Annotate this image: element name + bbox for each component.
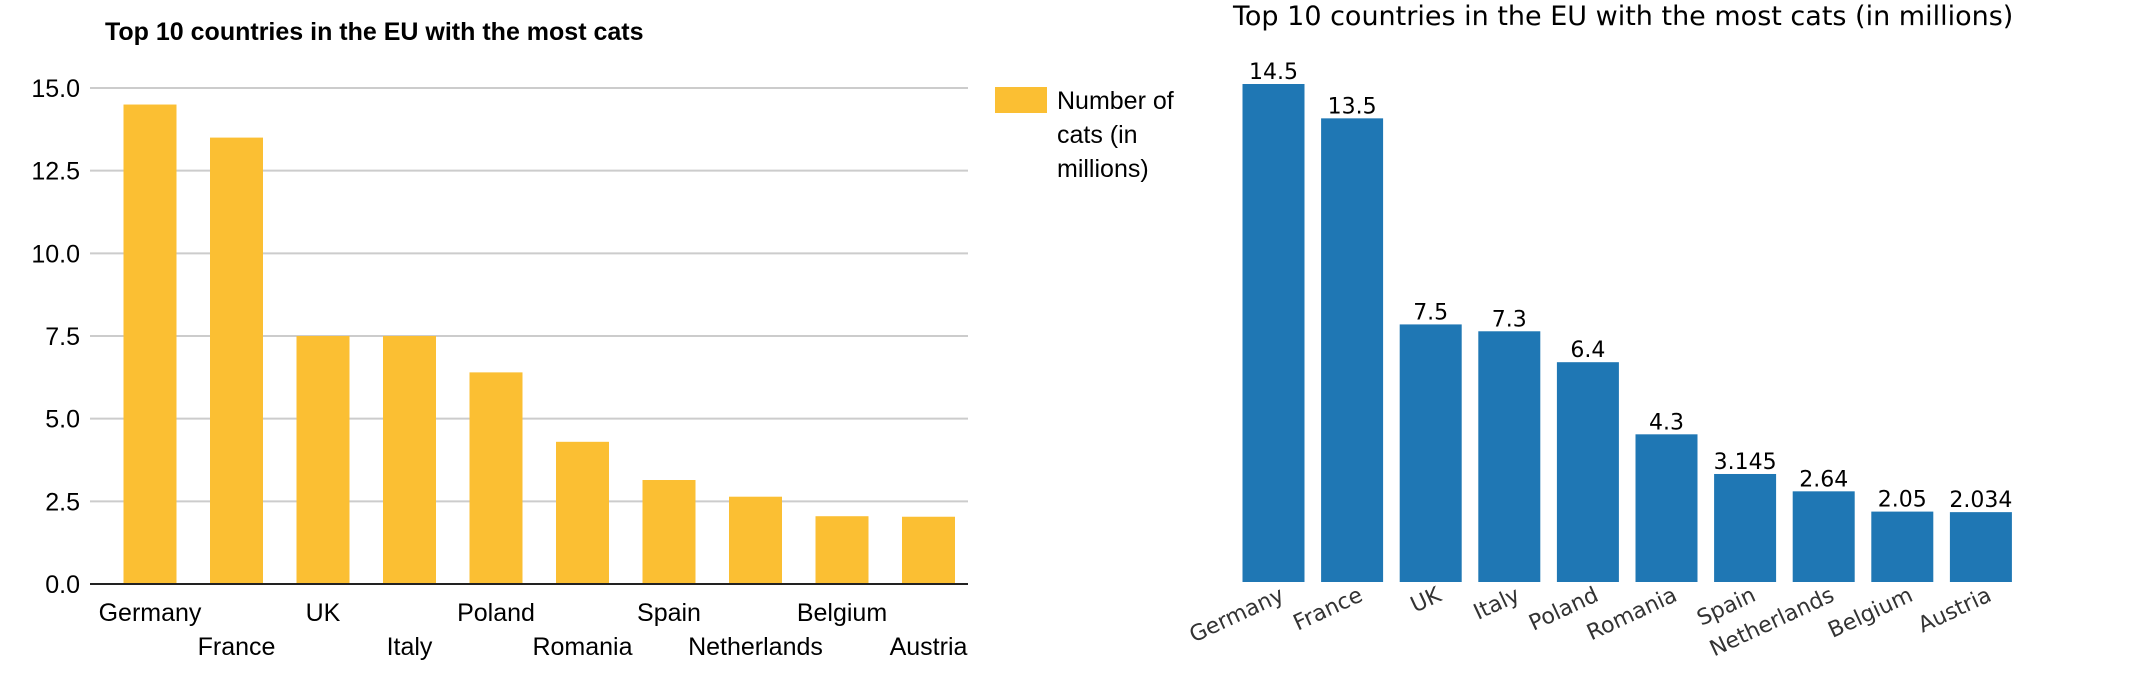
y-tick-label: 12.5 (31, 158, 80, 186)
x-tick-label: Austria (1914, 583, 1995, 639)
bar (1321, 118, 1384, 583)
y-tick-label: 2.5 (45, 488, 80, 516)
y-tick-label: 0.0 (45, 571, 80, 599)
chart-right: Top 10 countries in the EU with the most… (1186, 1, 2014, 662)
x-tick-label: Germany (1186, 583, 1288, 648)
x-tick-label: Romania (1583, 583, 1681, 646)
bar (469, 372, 523, 584)
x-tick-label: France (1290, 583, 1367, 637)
x-tick-label: Belgium (1825, 583, 1917, 644)
y-tick-label: 10.0 (31, 240, 80, 268)
x-tick-label: Italy (387, 633, 433, 661)
x-tick-label: Italy (1470, 583, 1524, 626)
y-tick-label: 5.0 (45, 406, 80, 434)
x-tick-label: Germany (99, 599, 202, 627)
chart-left: Top 10 countries in the EU with the most… (31, 18, 1173, 661)
bar (815, 516, 869, 584)
x-tick-label: UK (1407, 583, 1446, 619)
bar (1399, 324, 1462, 582)
data-label: 2.034 (1949, 488, 2012, 513)
x-tick-label: Poland (457, 599, 535, 627)
legend-swatch (995, 87, 1047, 113)
x-tick-label: UK (306, 599, 341, 627)
bar (383, 336, 436, 584)
x-tick-label: Netherlands (688, 633, 823, 661)
bar (1871, 511, 1934, 582)
chart-left-legend: Number of cats (in millions) (995, 87, 1174, 183)
x-tick-label: Austria (890, 633, 968, 661)
bar (1242, 84, 1305, 582)
x-tick-label: Spain (637, 599, 701, 627)
chart-left-bars (123, 104, 955, 585)
bar (1792, 491, 1855, 582)
legend-label-line-1: Number of (1057, 87, 1174, 115)
data-label: 7.5 (1413, 300, 1448, 325)
bar (729, 496, 782, 584)
x-tick-label: Romania (532, 633, 632, 661)
data-label: 3.145 (1714, 450, 1777, 475)
data-label: 4.3 (1649, 410, 1684, 435)
bar (1478, 331, 1541, 582)
y-tick-label: 7.5 (45, 323, 80, 351)
bar (902, 516, 955, 584)
chart-left-y-tick-labels: 0.0 2.5 5.0 7.5 10.0 12.5 15.0 (31, 75, 80, 599)
chart-right-bars (1242, 84, 2012, 583)
bar (642, 480, 696, 584)
chart-left-title: Top 10 countries in the EU with the most… (105, 18, 644, 46)
bar (1949, 512, 2012, 582)
legend-label-line-2: cats (in (1057, 121, 1138, 149)
bar (1635, 434, 1698, 582)
data-label: 2.64 (1799, 467, 1848, 492)
y-tick-label: 15.0 (31, 75, 80, 103)
bar (210, 137, 263, 584)
bar (1556, 362, 1619, 582)
x-tick-label: France (198, 633, 276, 661)
bar (296, 336, 350, 584)
data-label: 14.5 (1249, 60, 1298, 85)
x-tick-label: Belgium (797, 599, 887, 627)
legend-label-line-3: millions) (1057, 155, 1149, 183)
chart-right-data-labels: 14.5 13.5 7.5 7.3 6.4 4.3 3.145 2.64 2.05 2.034 (1249, 60, 2012, 513)
chart-right-title: Top 10 countries in the EU with the most… (1232, 1, 2013, 32)
data-label: 7.3 (1492, 307, 1527, 332)
bar (1714, 473, 1777, 582)
bar (556, 441, 609, 584)
bar (123, 104, 177, 585)
data-label: 2.05 (1878, 488, 1927, 513)
data-label: 13.5 (1328, 94, 1377, 119)
data-label: 6.4 (1570, 338, 1605, 363)
